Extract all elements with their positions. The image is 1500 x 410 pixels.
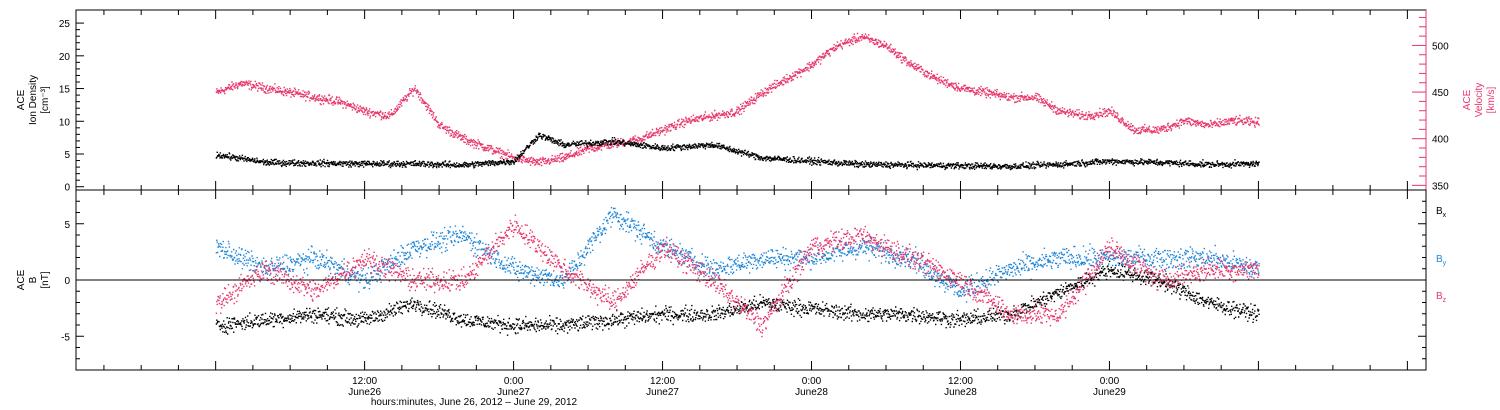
density-ylabel-line-3: [cm⁻³] (40, 86, 51, 114)
legend-bz-sub: z (1443, 297, 1447, 304)
b-axis-title: ACE B [nT] (16, 269, 51, 290)
x-tick-time: 12:00 (352, 376, 377, 387)
velocity-ytick-label: 350 (1432, 181, 1449, 192)
b-ylabel-line-2: B (28, 276, 39, 283)
b-y-axis: -5 0 5 (61, 200, 1426, 360)
x-tick-time: 12:00 (948, 376, 973, 387)
density-ytick-label: 0 (64, 183, 70, 194)
legend-bz-main: B (1436, 291, 1443, 302)
b-legend: Bx By Bz (1436, 206, 1447, 304)
magnetic-field-points (215, 207, 1260, 338)
x-tick-time: 12:00 (650, 376, 675, 387)
x-tick-date: June27 (497, 387, 530, 398)
legend-bx-main: B (1436, 206, 1443, 217)
velocity-ytick-label: 450 (1432, 88, 1449, 99)
x-tick-date: June26 (348, 387, 381, 398)
bx-series (215, 260, 1260, 336)
density-ytick-label: 5 (64, 150, 70, 161)
legend-bx: Bx (1436, 206, 1447, 219)
velocity-ytick-label: 400 (1432, 135, 1449, 146)
density-ytick-label: 10 (59, 117, 71, 128)
legend-bz: Bz (1436, 291, 1447, 304)
density-axis-title: ACE Ion Density [cm⁻³] (16, 75, 51, 125)
legend-by: By (1436, 254, 1447, 267)
x-tick-date: June27 (646, 387, 679, 398)
density-ylabel-line-2: Ion Density (28, 75, 39, 125)
velocity-y-axis: 350 400 450 500 (1412, 10, 1449, 192)
x-tick-time: 0:00 (802, 376, 822, 387)
b-ytick-label: 5 (64, 220, 70, 231)
x-axis-title: hours:minutes, June 26, 2012 – June 29, … (371, 397, 578, 408)
velocity-ylabel-line-2: Velocity (1474, 83, 1485, 117)
velocity-ytick-label: 500 (1432, 41, 1449, 52)
velocity-ylabel-line-1: ACE (1462, 89, 1473, 110)
density-ylabel-line-1: ACE (16, 89, 27, 110)
density-ytick-label: 20 (59, 52, 71, 63)
legend-bx-sub: x (1443, 212, 1447, 219)
panel-bottom-x-ticks (103, 190, 1408, 370)
x-tick-time: 0:00 (1100, 376, 1120, 387)
x-axis-labels: 12:00June260:00June2712:00June270:00June… (348, 376, 1126, 398)
density-ytick-label: 25 (59, 19, 71, 30)
density-ytick-label: 15 (59, 85, 71, 96)
velocity-ylabel-line-3: [km/s] (1486, 86, 1497, 113)
x-tick-date: June28 (944, 387, 977, 398)
bx-series-marks (215, 260, 1260, 336)
velocity-axis-title: ACE Velocity [km/s] (1462, 83, 1497, 117)
legend-by-sub: y (1443, 260, 1447, 267)
b-ytick-label: -5 (61, 332, 70, 343)
density-y-axis: 0 5 10 15 20 25 (59, 19, 84, 194)
b-ylabel-line-3: [nT] (40, 271, 51, 288)
x-tick-date: June29 (1093, 387, 1126, 398)
panel-magnetic-field: -5 0 5 ACE B [nT] Bx By Bz (16, 189, 1447, 371)
b-ytick-label: 0 (64, 276, 70, 287)
legend-by-main: B (1436, 254, 1443, 265)
x-tick-time: 0:00 (504, 376, 524, 387)
b-ylabel-line-1: ACE (16, 269, 27, 290)
panel-top-x-ticks (103, 10, 1408, 190)
x-tick-date: June28 (795, 387, 828, 398)
